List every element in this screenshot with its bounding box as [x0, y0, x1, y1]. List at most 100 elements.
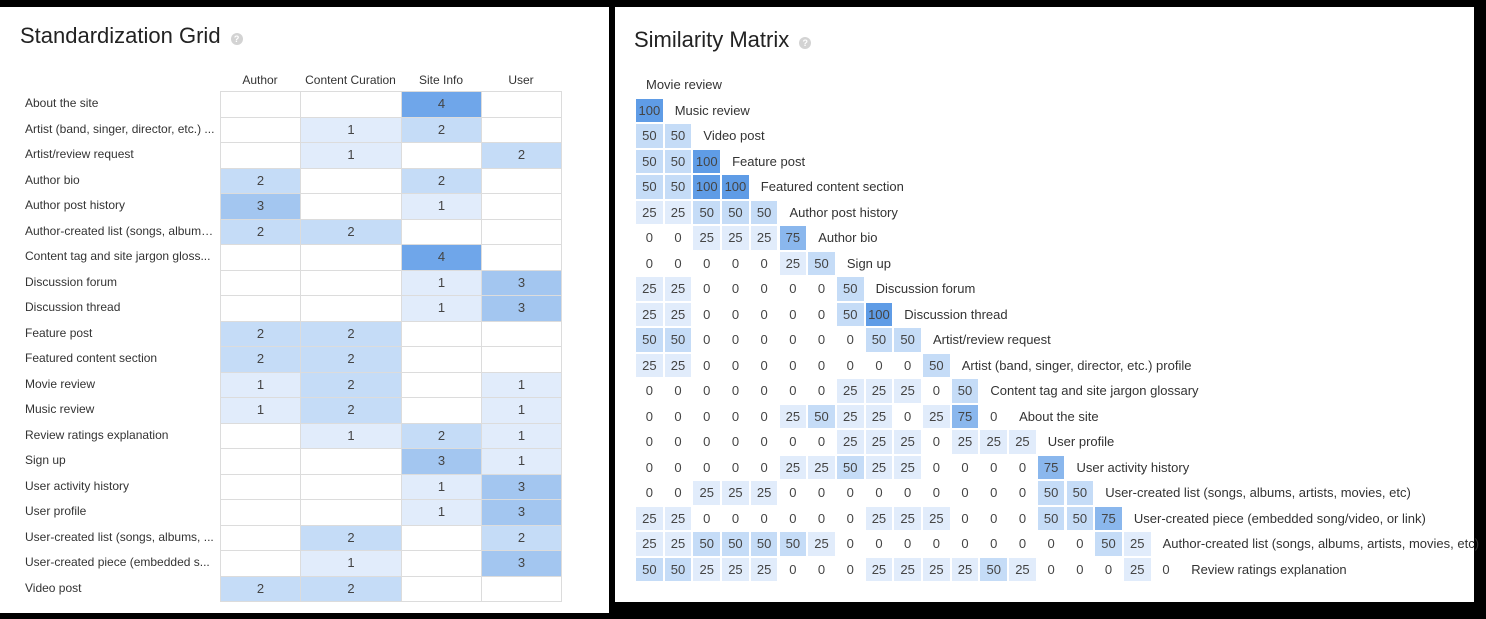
grid-cell[interactable] — [220, 448, 301, 475]
similarity-cell[interactable]: 50 — [663, 556, 693, 582]
similarity-cell[interactable]: 0 — [979, 480, 1009, 506]
grid-cell[interactable] — [401, 320, 482, 347]
grid-cell[interactable]: 2 — [300, 575, 402, 602]
grid-cell[interactable]: 1 — [401, 269, 482, 296]
similarity-cell[interactable]: 0 — [663, 429, 693, 455]
grid-cell[interactable]: 3 — [220, 193, 301, 220]
similarity-cell[interactable]: 75 — [950, 403, 980, 429]
similarity-cell[interactable]: 25 — [635, 352, 664, 378]
similarity-cell[interactable]: 50 — [835, 301, 865, 327]
similarity-cell[interactable]: 25 — [1008, 556, 1037, 582]
similarity-cell[interactable]: 50 — [807, 250, 836, 276]
similarity-cell[interactable]: 0 — [778, 505, 808, 531]
similarity-cell[interactable]: 0 — [922, 531, 951, 557]
grid-cell[interactable]: 3 — [401, 448, 482, 475]
similarity-cell[interactable]: 50 — [663, 123, 693, 149]
grid-cell[interactable] — [481, 575, 562, 602]
grid-cell[interactable] — [300, 473, 402, 500]
similarity-cell[interactable]: 0 — [749, 454, 779, 480]
similarity-cell[interactable]: 50 — [635, 174, 664, 200]
similarity-cell[interactable]: 0 — [807, 505, 836, 531]
similarity-cell[interactable]: 0 — [807, 480, 836, 506]
grid-cell[interactable] — [220, 422, 301, 449]
similarity-cell[interactable]: 25 — [835, 378, 865, 404]
grid-cell[interactable]: 2 — [300, 320, 402, 347]
similarity-cell[interactable]: 50 — [864, 327, 894, 353]
similarity-cell[interactable]: 0 — [721, 403, 750, 429]
similarity-cell[interactable]: 0 — [692, 403, 722, 429]
similarity-cell[interactable]: 0 — [663, 225, 693, 251]
grid-cell[interactable] — [481, 346, 562, 373]
similarity-cell[interactable]: 0 — [1065, 556, 1095, 582]
similarity-cell[interactable]: 0 — [778, 378, 808, 404]
similarity-cell[interactable]: 25 — [1122, 556, 1152, 582]
similarity-cell[interactable]: 25 — [663, 505, 693, 531]
grid-cell[interactable] — [220, 116, 301, 143]
similarity-cell[interactable]: 25 — [979, 429, 1009, 455]
similarity-cell[interactable]: 0 — [778, 276, 808, 302]
grid-cell[interactable] — [401, 346, 482, 373]
grid-cell[interactable]: 1 — [300, 116, 402, 143]
similarity-cell[interactable]: 0 — [635, 378, 664, 404]
similarity-cell[interactable]: 0 — [893, 480, 922, 506]
similarity-cell[interactable]: 50 — [835, 276, 865, 302]
grid-cell[interactable]: 2 — [300, 397, 402, 424]
similarity-cell[interactable]: 25 — [864, 505, 894, 531]
similarity-cell[interactable]: 0 — [692, 276, 722, 302]
similarity-cell[interactable]: 0 — [778, 327, 808, 353]
similarity-cell[interactable]: 25 — [1008, 429, 1037, 455]
grid-cell[interactable] — [220, 550, 301, 577]
similarity-cell[interactable]: 0 — [749, 403, 779, 429]
similarity-cell[interactable]: 0 — [692, 301, 722, 327]
similarity-cell[interactable]: 50 — [635, 556, 664, 582]
similarity-cell[interactable]: 0 — [663, 480, 693, 506]
similarity-cell[interactable]: 0 — [950, 505, 980, 531]
similarity-cell[interactable]: 0 — [692, 505, 722, 531]
grid-cell[interactable]: 2 — [300, 346, 402, 373]
grid-cell[interactable]: 1 — [401, 193, 482, 220]
similarity-cell[interactable]: 0 — [922, 480, 951, 506]
similarity-cell[interactable]: 0 — [950, 480, 980, 506]
similarity-cell[interactable]: 25 — [721, 556, 750, 582]
similarity-cell[interactable]: 25 — [749, 480, 779, 506]
similarity-cell[interactable]: 0 — [635, 480, 664, 506]
similarity-cell[interactable]: 50 — [1065, 505, 1095, 531]
grid-cell[interactable]: 3 — [481, 295, 562, 322]
similarity-cell[interactable]: 0 — [778, 556, 808, 582]
similarity-cell[interactable]: 0 — [749, 327, 779, 353]
similarity-cell[interactable]: 50 — [749, 199, 779, 225]
similarity-cell[interactable]: 0 — [893, 403, 922, 429]
similarity-cell[interactable]: 0 — [692, 250, 722, 276]
similarity-cell[interactable]: 25 — [835, 403, 865, 429]
grid-cell[interactable] — [401, 524, 482, 551]
similarity-cell[interactable]: 75 — [1036, 454, 1066, 480]
similarity-cell[interactable]: 25 — [635, 276, 664, 302]
grid-cell[interactable] — [220, 269, 301, 296]
similarity-cell[interactable]: 50 — [979, 556, 1009, 582]
help-icon[interactable]: ? — [230, 32, 243, 45]
similarity-cell[interactable]: 0 — [807, 276, 836, 302]
grid-cell[interactable]: 2 — [220, 218, 301, 245]
similarity-cell[interactable]: 100 — [721, 174, 750, 200]
grid-cell[interactable]: 2 — [220, 575, 301, 602]
similarity-cell[interactable]: 25 — [778, 250, 808, 276]
similarity-cell[interactable]: 0 — [721, 454, 750, 480]
similarity-cell[interactable]: 0 — [749, 505, 779, 531]
similarity-cell[interactable]: 0 — [922, 429, 951, 455]
similarity-cell[interactable]: 0 — [807, 429, 836, 455]
similarity-cell[interactable]: 0 — [1151, 556, 1181, 582]
similarity-cell[interactable]: 50 — [778, 531, 808, 557]
similarity-cell[interactable]: 25 — [864, 378, 894, 404]
similarity-cell[interactable]: 50 — [835, 454, 865, 480]
similarity-cell[interactable]: 0 — [835, 480, 865, 506]
similarity-cell[interactable]: 25 — [893, 505, 922, 531]
grid-cell[interactable] — [481, 193, 562, 220]
grid-cell[interactable] — [481, 244, 562, 271]
similarity-cell[interactable]: 50 — [1065, 480, 1095, 506]
grid-cell[interactable] — [401, 142, 482, 169]
similarity-cell[interactable]: 25 — [692, 480, 722, 506]
similarity-cell[interactable]: 25 — [749, 556, 779, 582]
similarity-cell[interactable]: 25 — [950, 429, 980, 455]
similarity-cell[interactable]: 0 — [864, 531, 894, 557]
grid-cell[interactable]: 1 — [481, 397, 562, 424]
